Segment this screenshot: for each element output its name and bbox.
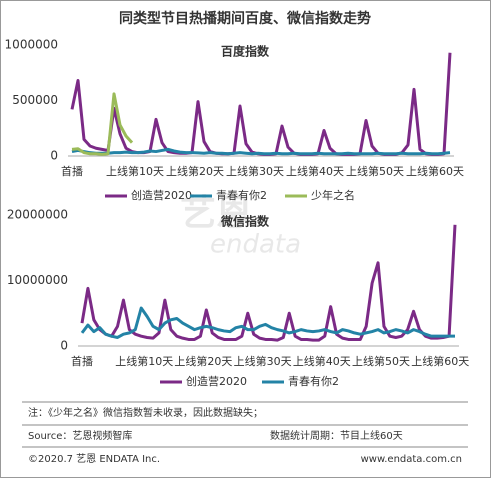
legend-label: 少年之名 [311, 188, 355, 202]
line [80, 224, 457, 342]
line [71, 92, 134, 156]
line [80, 306, 455, 339]
watermark: 艺恩 [180, 193, 252, 234]
footer-copyright: ©2020.7 艺恩 ENDATA Inc. [28, 453, 160, 465]
x-tick-label: 上线第40天 [293, 354, 351, 368]
x-tick-label: 首播 [61, 164, 83, 178]
y-tick-label: 0 [60, 339, 68, 353]
x-tick-label: 上线第60天 [406, 164, 464, 178]
x-tick-label: 上线第40天 [286, 164, 344, 178]
x-tick-label: 首播 [71, 354, 93, 368]
legend-label: 青春有你2 [288, 374, 339, 388]
x-tick-label: 上线第60天 [411, 354, 469, 368]
page-title: 同类型节目热播期间百度、微信指数走势 [119, 10, 371, 27]
x-tick-label: 上线第50天 [346, 164, 404, 178]
x-tick-label: 上线第10天 [115, 354, 173, 368]
footer-source: Source：艺恩视频智库 [28, 429, 132, 442]
footer-note: 注：《少年之名》微信指数暂未收录，因此数据缺失； [28, 406, 263, 419]
y-tick-label: 1000000 [5, 38, 58, 52]
footer-website: www.endata.com.cn [361, 454, 462, 465]
line [71, 147, 451, 156]
y-tick-label: 0 [50, 149, 58, 163]
legend-label: 创造营2020 [186, 374, 247, 388]
y-tick-label: 500000 [12, 93, 58, 107]
watermark: endata [210, 230, 301, 260]
chart-title: 微信指数 [220, 214, 270, 229]
y-tick-label: 10000000 [7, 273, 68, 287]
legend-label: 创造营2020 [131, 188, 192, 202]
footer-period: 数据统计周期：节目上线60天 [270, 429, 403, 442]
chart-title: 百度指数 [221, 44, 270, 59]
x-tick-label: 上线第30天 [226, 164, 284, 178]
x-tick-label: 上线第30天 [234, 354, 292, 368]
x-tick-label: 上线第20天 [166, 164, 224, 178]
x-tick-label: 上线第10天 [106, 164, 164, 178]
x-tick-label: 上线第20天 [174, 354, 232, 368]
y-tick-label: 20000000 [7, 208, 68, 222]
legend-label: 青春有你2 [216, 188, 267, 202]
x-tick-label: 上线第50天 [352, 354, 410, 368]
